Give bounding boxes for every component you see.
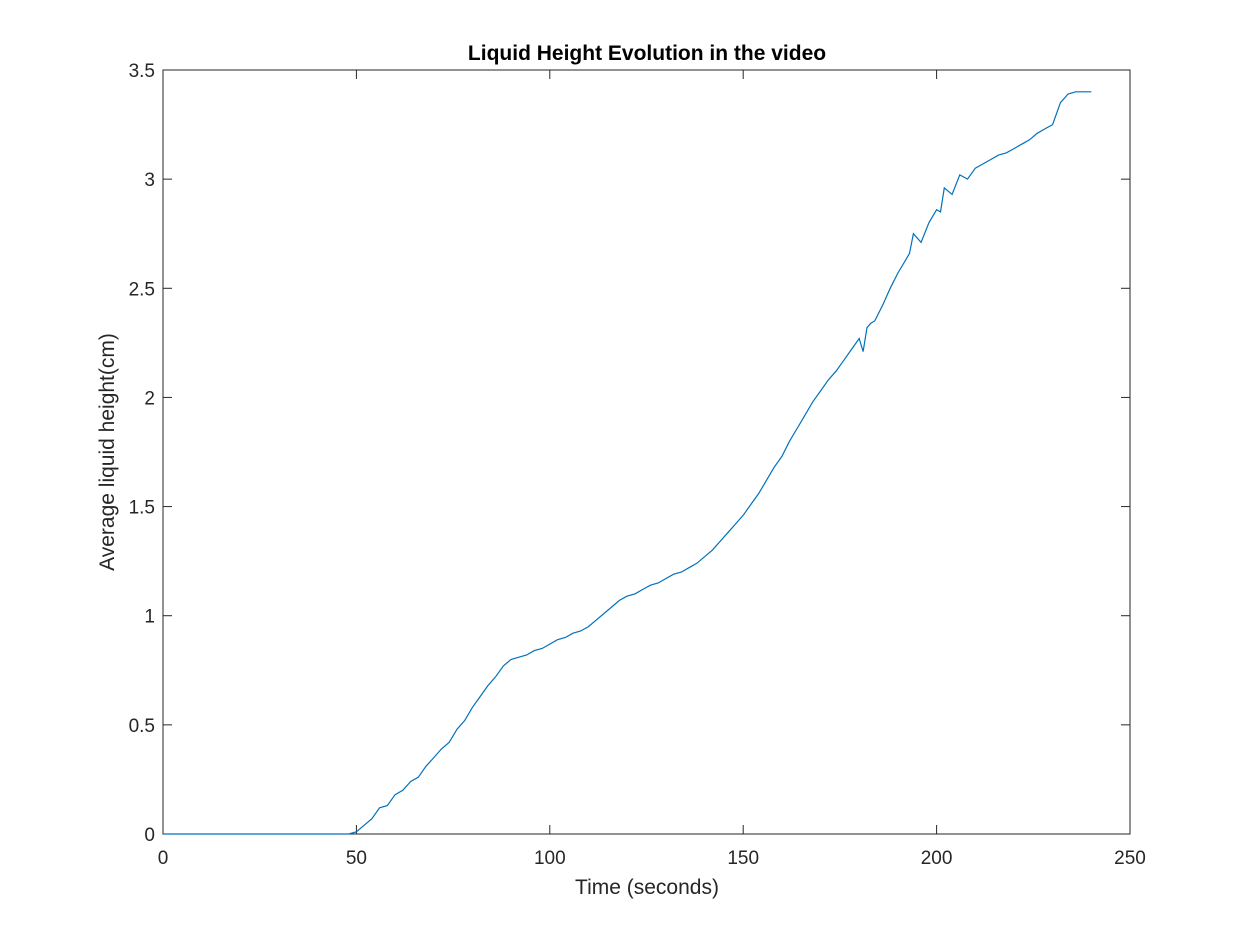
x-axis: 0 50 100 150 200 250 xyxy=(158,70,1146,869)
y-tick-label: 3 xyxy=(144,170,155,191)
y-axis-label: Average liquid height(cm) xyxy=(96,333,119,571)
series-line xyxy=(163,91,1092,835)
axes-box xyxy=(162,69,1131,835)
x-axis-label: Time (seconds) xyxy=(575,876,719,899)
x-tick-label: 0 xyxy=(158,848,169,869)
y-tick-label: 0.5 xyxy=(129,716,155,737)
y-tick-label: 1 xyxy=(144,607,155,628)
x-tick-label: 150 xyxy=(727,848,759,869)
x-tick-label: 200 xyxy=(921,848,953,869)
x-tick-label: 250 xyxy=(1114,848,1146,869)
y-tick-label: 1.5 xyxy=(129,498,155,519)
x-tick-label: 100 xyxy=(534,848,566,869)
plot-area: 0 50 100 150 200 250 0 0.5 1 1.5 2 2.5 3 3.5 xyxy=(129,61,1146,869)
y-tick-label: 2 xyxy=(144,388,155,409)
chart-title: Liquid Height Evolution in the video xyxy=(468,42,826,65)
y-tick-label: 0 xyxy=(144,825,155,846)
y-tick-label: 2.5 xyxy=(129,279,155,300)
y-axis: 0 0.5 1 1.5 2 2.5 3 3.5 xyxy=(129,61,1130,846)
x-tick-label: 50 xyxy=(346,848,367,869)
y-tick-label: 3.5 xyxy=(129,61,155,82)
